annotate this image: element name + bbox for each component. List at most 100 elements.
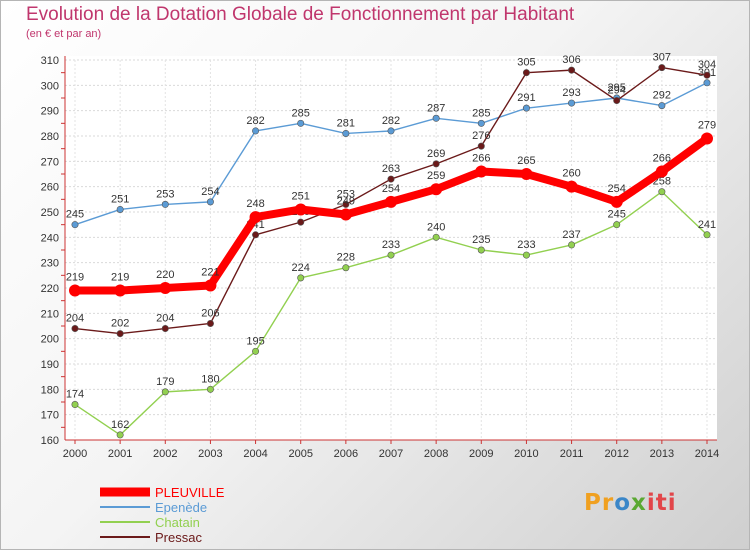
data-point-pressac xyxy=(522,69,530,77)
data-point-chatain xyxy=(387,251,395,259)
data-label-pressac: 263 xyxy=(382,163,400,175)
data-point-chatain xyxy=(658,188,666,196)
data-point-pressac xyxy=(71,325,79,333)
data-point-pressac xyxy=(613,97,621,105)
data-point-epenede xyxy=(703,79,711,87)
data-label-chatain: 179 xyxy=(156,376,174,388)
y-tick-label: 310 xyxy=(41,55,59,67)
data-point-pressac xyxy=(477,142,485,150)
data-label-chatain: 195 xyxy=(246,335,264,347)
x-tick-label: 2000 xyxy=(63,448,87,460)
data-label-epenede: 245 xyxy=(66,209,84,221)
data-label-pleuville: 260 xyxy=(562,168,580,180)
data-label-pressac: 204 xyxy=(66,313,84,325)
data-point-epenede xyxy=(658,102,666,110)
data-point-pleuville xyxy=(385,195,397,208)
data-point-chatain xyxy=(297,274,305,282)
data-label-pleuville: 254 xyxy=(608,183,626,195)
x-tick-label: 2013 xyxy=(650,448,674,460)
data-point-pleuville xyxy=(565,180,578,193)
data-label-chatain: 180 xyxy=(201,373,219,385)
data-point-pleuville xyxy=(204,279,217,292)
data-label-pleuville: 219 xyxy=(111,272,129,284)
data-label-chatain: 162 xyxy=(111,419,129,431)
data-label-epenede: 292 xyxy=(653,90,671,102)
y-tick-label: 300 xyxy=(41,80,59,92)
data-label-chatain: 240 xyxy=(427,221,445,233)
data-label-pleuville: 259 xyxy=(427,170,445,182)
logo-part-4: iti xyxy=(646,490,677,516)
data-point-chatain xyxy=(252,347,260,355)
data-point-epenede xyxy=(252,127,260,135)
data-point-chatain xyxy=(477,246,485,254)
y-tick-label: 210 xyxy=(41,308,59,320)
data-point-pressac xyxy=(297,218,305,226)
data-label-chatain: 241 xyxy=(698,219,716,231)
data-point-epenede xyxy=(116,205,124,213)
logo-part-3: x xyxy=(631,490,647,516)
x-tick-label: 2010 xyxy=(514,448,538,460)
logo-part-2: o xyxy=(614,490,632,516)
data-point-pressac xyxy=(206,319,214,327)
data-point-pleuville xyxy=(520,168,533,180)
data-label-epenede: 253 xyxy=(156,188,174,200)
data-point-pleuville xyxy=(610,195,623,208)
legend-label-chatain: Chatain xyxy=(155,515,200,530)
data-point-pleuville xyxy=(430,183,443,196)
chart-subtitle: (en € et par an) xyxy=(26,28,102,40)
data-label-pressac: 276 xyxy=(472,130,490,142)
data-point-chatain xyxy=(432,233,440,241)
data-label-pleuville: 279 xyxy=(698,120,716,132)
x-tick-label: 2014 xyxy=(695,448,719,460)
data-point-pressac xyxy=(568,66,576,74)
data-label-pleuville: 249 xyxy=(337,196,355,208)
y-tick-label: 200 xyxy=(41,334,59,346)
data-point-epenede xyxy=(522,104,530,112)
data-label-chatain: 233 xyxy=(517,239,535,251)
logo-part-1: Pr xyxy=(584,490,615,516)
data-point-pleuville xyxy=(159,282,172,294)
data-label-pressac: 306 xyxy=(562,54,580,66)
y-tick-label: 270 xyxy=(41,156,59,168)
y-tick-label: 250 xyxy=(41,207,59,219)
data-label-epenede: 287 xyxy=(427,102,445,114)
data-point-chatain xyxy=(342,264,350,272)
data-point-epenede xyxy=(342,129,350,137)
x-tick-label: 2006 xyxy=(334,448,358,460)
data-point-chatain xyxy=(703,231,711,239)
data-label-epenede: 291 xyxy=(517,92,535,104)
data-label-pressac: 206 xyxy=(201,307,219,319)
data-point-pressac xyxy=(252,231,260,239)
data-label-chatain: 228 xyxy=(337,252,355,264)
data-label-pleuville: 265 xyxy=(517,155,535,167)
data-label-pressac: 253 xyxy=(337,188,355,200)
data-label-pleuville: 251 xyxy=(292,190,310,202)
data-label-pleuville: 248 xyxy=(246,198,264,210)
data-label-chatain: 224 xyxy=(292,262,310,274)
data-point-epenede xyxy=(161,200,169,208)
legend-label-epenede: Epenède xyxy=(155,500,207,515)
data-point-pleuville xyxy=(114,284,127,297)
data-point-pressac xyxy=(658,64,666,72)
data-label-epenede: 281 xyxy=(337,117,355,129)
x-tick-label: 2012 xyxy=(604,448,628,460)
data-point-pleuville xyxy=(701,132,713,145)
data-label-pressac: 307 xyxy=(653,52,671,64)
x-tick-label: 2011 xyxy=(560,448,584,460)
data-point-chatain xyxy=(568,241,576,249)
y-tick-label: 240 xyxy=(41,232,59,244)
data-label-epenede: 295 xyxy=(608,82,626,94)
x-tick-label: 2002 xyxy=(153,448,177,460)
data-point-pleuville xyxy=(339,208,352,221)
data-label-pressac: 305 xyxy=(517,57,535,69)
data-point-pressac xyxy=(703,71,711,79)
y-tick-label: 290 xyxy=(41,106,59,118)
y-tick-label: 230 xyxy=(41,258,59,270)
data-point-epenede xyxy=(568,99,576,107)
data-label-pleuville: 219 xyxy=(66,272,84,284)
data-point-chatain xyxy=(71,401,79,409)
x-tick-label: 2001 xyxy=(108,448,132,460)
y-tick-label: 190 xyxy=(41,359,59,371)
data-label-pressac: 304 xyxy=(698,59,716,71)
